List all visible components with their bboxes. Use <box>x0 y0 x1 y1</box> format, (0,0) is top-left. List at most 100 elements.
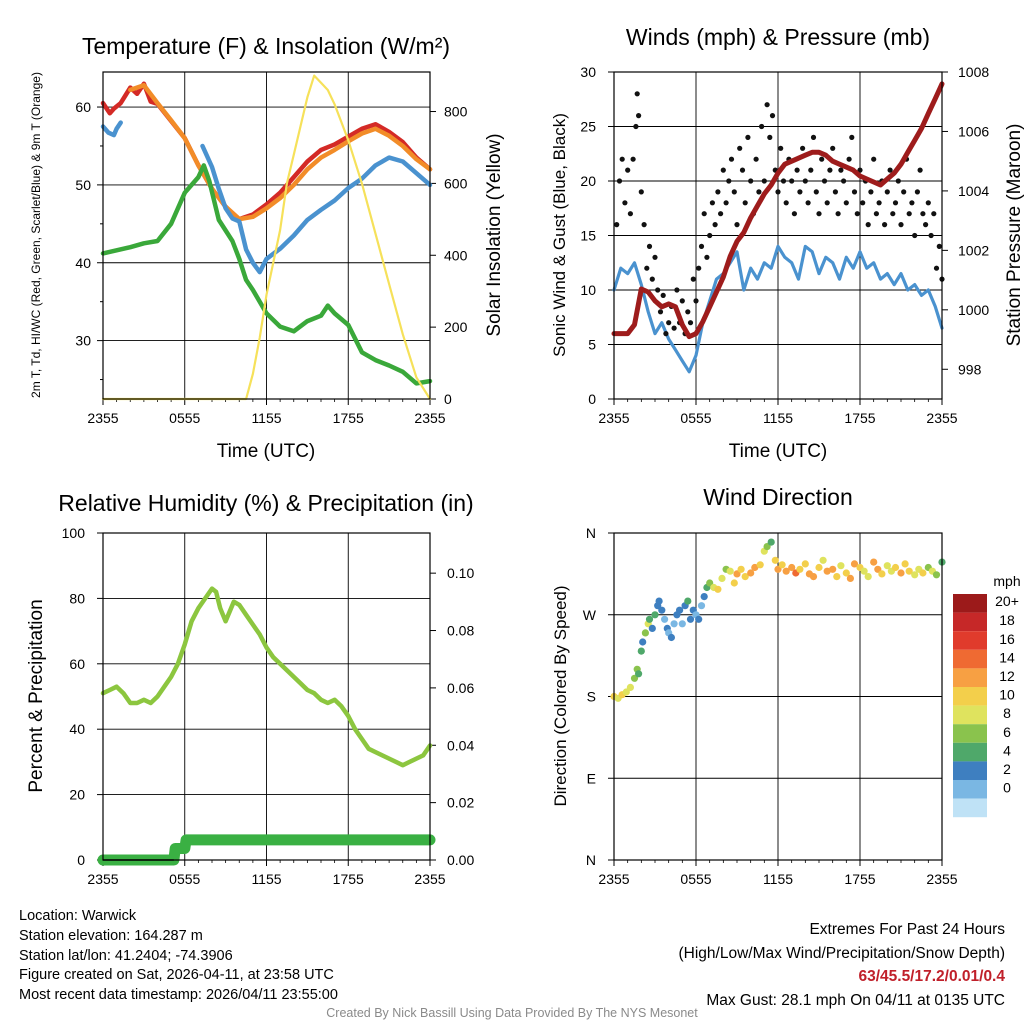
dir-xtick-label: 2355 <box>598 871 629 887</box>
rh-xtick-label: 0555 <box>169 871 200 887</box>
dir-legend-swatch <box>953 761 987 780</box>
rh-xtick-label: 2355 <box>414 871 445 887</box>
wind-gust-point <box>884 189 890 195</box>
dir-point <box>676 606 684 614</box>
dir-point <box>730 579 738 587</box>
wind-y2label: Station Pressure (Maroon) <box>1004 124 1024 347</box>
wind-gust-point <box>871 156 877 162</box>
temp-ytick-label: 50 <box>75 177 91 193</box>
wind-gust-point <box>849 134 855 140</box>
dir-point <box>670 620 678 628</box>
temp-series-td <box>100 163 433 386</box>
wind-gust-point <box>663 331 669 337</box>
wind-gust-point <box>928 232 934 239</box>
dir-xtick-label: 2355 <box>926 871 957 887</box>
wind-gust-point <box>843 200 849 206</box>
wind-gust-point <box>783 200 789 206</box>
wind-gust-point <box>789 178 795 184</box>
wind-gust-point <box>630 156 636 162</box>
dir-point <box>846 574 855 583</box>
wind-gust-point <box>638 189 644 195</box>
dir-legend-label: 8 <box>1003 705 1011 721</box>
wind-gust-point <box>652 254 658 260</box>
wind-ytick-label: 5 <box>588 337 596 353</box>
dir-point <box>747 569 755 577</box>
max-gust: Max Gust: 28.1 mph On 04/11 at 0135 UTC <box>706 991 1005 1009</box>
dir-point <box>767 538 775 546</box>
wind-y2tick-label: 998 <box>958 361 982 377</box>
dir-point <box>815 563 823 572</box>
wind-gust-point <box>745 134 751 140</box>
dir-point <box>837 562 845 570</box>
wind-gust-point <box>634 91 640 97</box>
dir-legend-label: 18 <box>999 612 1015 628</box>
dir-point <box>874 565 882 573</box>
wind-y2tick-label: 1002 <box>958 242 989 258</box>
wind-gust-point <box>622 200 628 206</box>
wind-gust-point <box>838 167 844 173</box>
wind-gust-point <box>739 167 746 173</box>
wind-gust-point <box>679 298 685 304</box>
wind-xtick-label: 2355 <box>598 410 629 426</box>
dir-plot-frame <box>613 532 943 861</box>
wind-gust-point <box>655 287 661 293</box>
dir-point <box>641 629 650 637</box>
dir-point <box>932 571 941 579</box>
dir-point <box>919 569 927 577</box>
dir-point <box>864 573 872 581</box>
wind-gust-point <box>895 178 901 184</box>
wind-gust-point <box>748 178 754 184</box>
dir-point <box>626 683 635 692</box>
wind-gust-point <box>925 200 931 206</box>
dir-point <box>686 615 695 623</box>
wind-gust-point <box>720 167 726 173</box>
wind-gust-point <box>813 189 819 195</box>
wind-gust-point <box>854 211 860 217</box>
wind-gust-point <box>917 167 923 173</box>
wind-gust-point <box>767 134 773 140</box>
wind-gust-point <box>857 167 863 173</box>
wind-gust-point <box>778 145 784 151</box>
wind-gust-point <box>759 123 765 130</box>
dir-point <box>733 570 741 578</box>
wind-xtick-label: 0555 <box>680 410 711 426</box>
wind-gust-point <box>660 292 666 298</box>
dir-point <box>850 560 859 568</box>
wind-gust-point <box>933 265 940 271</box>
temp-xtick-label: 1755 <box>333 410 364 426</box>
wind-gust-point <box>912 232 918 239</box>
wind-gust-point <box>769 113 776 119</box>
extremes-info: Extremes For Past 24 Hours (High/Low/Max… <box>679 918 1006 1012</box>
extremes-title: Extremes For Past 24 Hours <box>809 921 1005 938</box>
wind-gust-point <box>846 156 852 162</box>
wind-gust-point <box>764 102 770 108</box>
wind-xlabel: Time (UTC) <box>729 441 828 462</box>
wind-gust-point <box>797 189 803 195</box>
dir-ytick-label: S <box>587 689 596 705</box>
wind-gust-point <box>890 211 896 217</box>
dir-legend-label: 10 <box>999 687 1015 703</box>
wind-gust-point <box>756 189 762 195</box>
wind-gust-point <box>633 123 639 130</box>
wind-gust-point <box>671 325 677 331</box>
temp-xtick-label: 0555 <box>169 410 200 426</box>
wind-gust-point <box>827 167 833 173</box>
dir-point <box>645 615 654 623</box>
wind-gust-point <box>726 178 732 184</box>
dir-legend-label: 14 <box>999 649 1015 665</box>
temp-chart-title: Temperature (F) & Insolation (W/m²) <box>82 33 450 59</box>
rh-xtick-label: 2355 <box>87 871 118 887</box>
wind-gust-point <box>696 265 702 271</box>
dir-ytick-label: N <box>586 852 596 868</box>
wind-gust-point <box>761 178 767 184</box>
dir-legend-label: 2 <box>1003 761 1011 777</box>
wind-gust-point <box>923 222 929 228</box>
dir-point <box>870 558 878 566</box>
dir-point <box>667 633 676 642</box>
wind-series-sonic-wind <box>612 244 944 374</box>
wind-gust-point <box>753 156 759 162</box>
dir-point <box>771 556 779 564</box>
dir-point <box>756 561 764 569</box>
dir-xtick-label: 0555 <box>680 871 711 887</box>
